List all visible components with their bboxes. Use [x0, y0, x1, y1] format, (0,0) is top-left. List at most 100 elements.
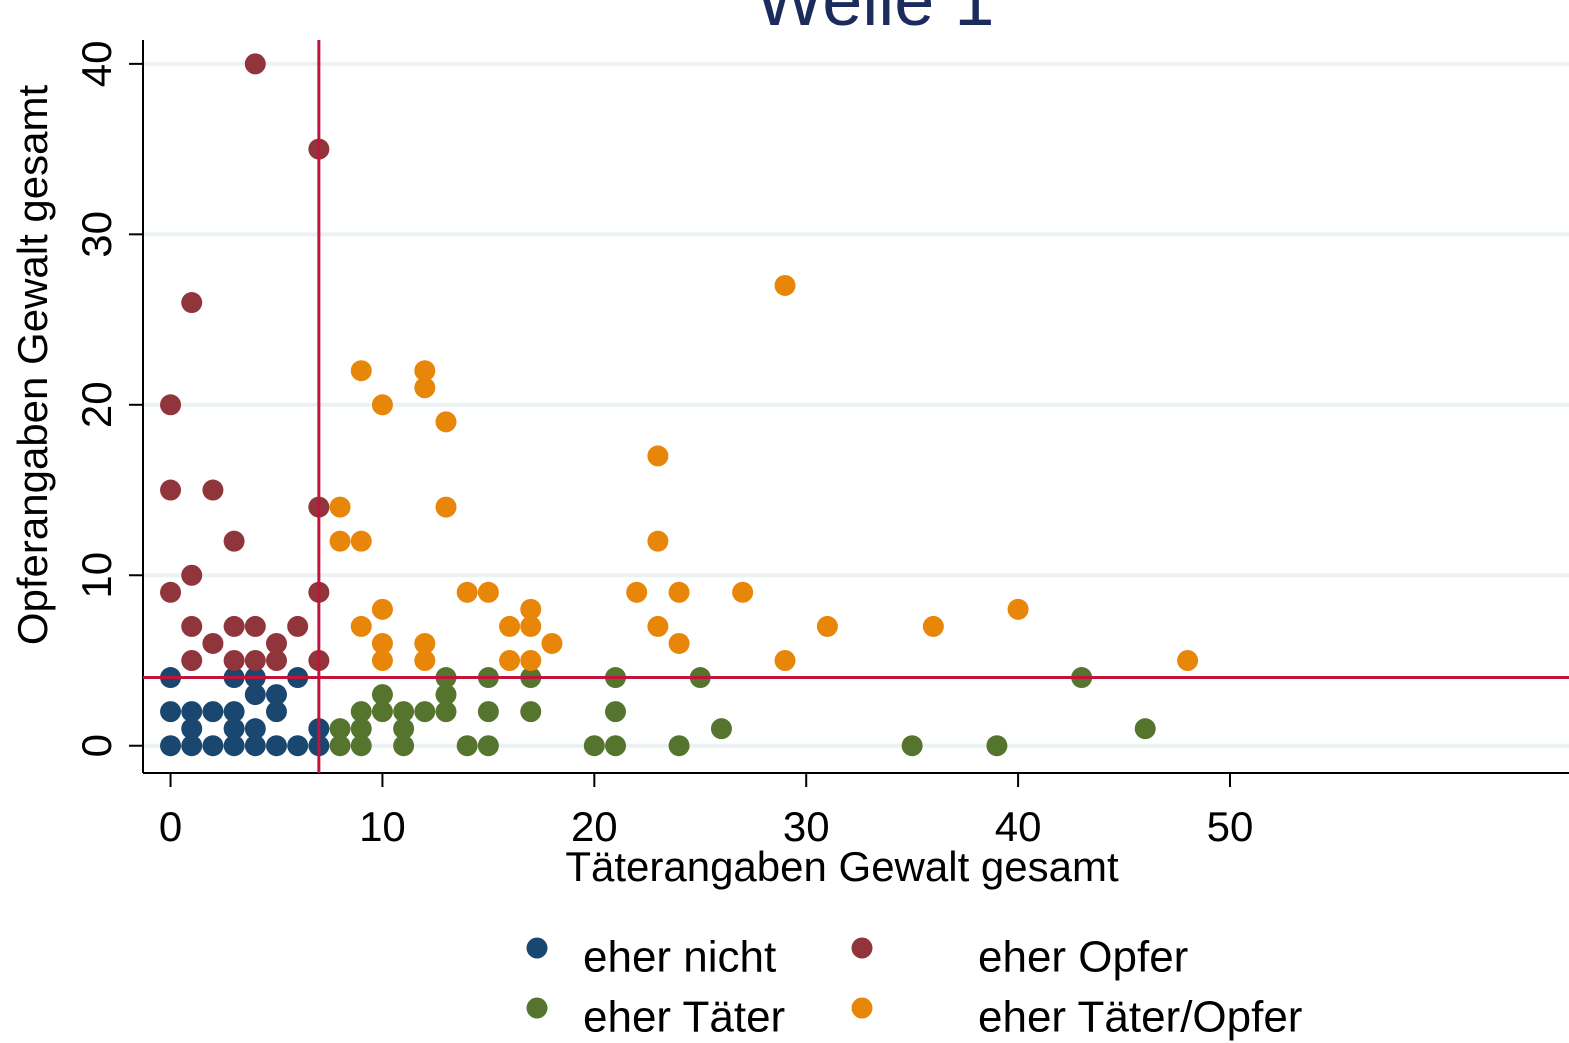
x-tick-label: 50 — [1207, 803, 1254, 850]
point — [223, 530, 245, 552]
y-tick-label: 20 — [73, 381, 120, 428]
point — [329, 718, 351, 740]
point — [668, 735, 690, 757]
point — [520, 649, 542, 671]
point — [350, 701, 372, 723]
point — [456, 581, 478, 603]
y-axis-label: Opferangaben Gewalt gesamt — [9, 85, 56, 646]
point — [181, 615, 203, 637]
x-tick-label: 20 — [571, 803, 618, 850]
point — [244, 649, 266, 671]
point — [499, 615, 521, 637]
point — [202, 701, 224, 723]
point — [371, 649, 393, 671]
point — [181, 292, 203, 314]
point — [202, 735, 224, 757]
legend-marker — [851, 937, 873, 959]
point — [435, 496, 457, 518]
point — [774, 274, 796, 296]
point — [435, 701, 457, 723]
legend-label: eher Täter — [583, 993, 785, 1042]
point — [371, 632, 393, 654]
point — [371, 394, 393, 416]
point — [647, 615, 669, 637]
point — [605, 735, 627, 757]
point — [265, 649, 287, 671]
point — [350, 360, 372, 382]
point — [160, 479, 182, 501]
point — [647, 445, 669, 467]
point — [160, 581, 182, 603]
point — [181, 735, 203, 757]
point — [901, 735, 923, 757]
point — [244, 735, 266, 757]
point — [181, 564, 203, 586]
point — [435, 411, 457, 433]
x-tick-label: 40 — [995, 803, 1042, 850]
y-tick-label: 10 — [73, 552, 120, 599]
y-tick-label: 30 — [73, 211, 120, 258]
point — [414, 649, 436, 671]
y-tick-label: 0 — [73, 734, 120, 757]
point — [223, 649, 245, 671]
point — [371, 598, 393, 620]
x-tick-label: 0 — [159, 803, 182, 850]
point — [160, 701, 182, 723]
point — [647, 530, 669, 552]
point — [520, 598, 542, 620]
point — [223, 615, 245, 637]
point — [244, 684, 266, 706]
point — [668, 581, 690, 603]
point — [456, 735, 478, 757]
point — [583, 735, 605, 757]
point — [350, 615, 372, 637]
point — [160, 735, 182, 757]
legend-label: eher Opfer — [978, 933, 1188, 982]
point — [605, 701, 627, 723]
point — [350, 718, 372, 740]
point — [477, 581, 499, 603]
point — [265, 701, 287, 723]
x-tick-label: 30 — [783, 803, 830, 850]
point — [244, 53, 266, 75]
point — [816, 615, 838, 637]
point — [393, 701, 415, 723]
point — [181, 649, 203, 671]
x-axis-label: Täterangaben Gewalt gesamt — [565, 843, 1119, 890]
point — [371, 684, 393, 706]
point — [477, 735, 499, 757]
point — [393, 735, 415, 757]
point — [1177, 649, 1199, 671]
point — [414, 377, 436, 399]
point — [350, 530, 372, 552]
point — [244, 615, 266, 637]
point — [1007, 598, 1029, 620]
point — [223, 735, 245, 757]
point — [414, 632, 436, 654]
point — [435, 684, 457, 706]
y-tick-label: 40 — [73, 41, 120, 88]
point — [710, 718, 732, 740]
point — [329, 735, 351, 757]
point — [181, 718, 203, 740]
point — [244, 718, 266, 740]
point — [520, 615, 542, 637]
point — [986, 735, 1008, 757]
point — [774, 649, 796, 671]
point — [1134, 718, 1156, 740]
point — [520, 701, 542, 723]
chart-title: Welle 1 — [756, 0, 995, 41]
point — [223, 701, 245, 723]
point — [414, 701, 436, 723]
point — [329, 496, 351, 518]
legend-marker — [526, 937, 548, 959]
point — [202, 479, 224, 501]
point — [414, 360, 436, 382]
point — [160, 394, 182, 416]
legend-label: eher Täter/Opfer — [978, 993, 1302, 1042]
point — [393, 718, 415, 740]
point — [732, 581, 754, 603]
legend-marker — [526, 997, 548, 1019]
point — [181, 701, 203, 723]
